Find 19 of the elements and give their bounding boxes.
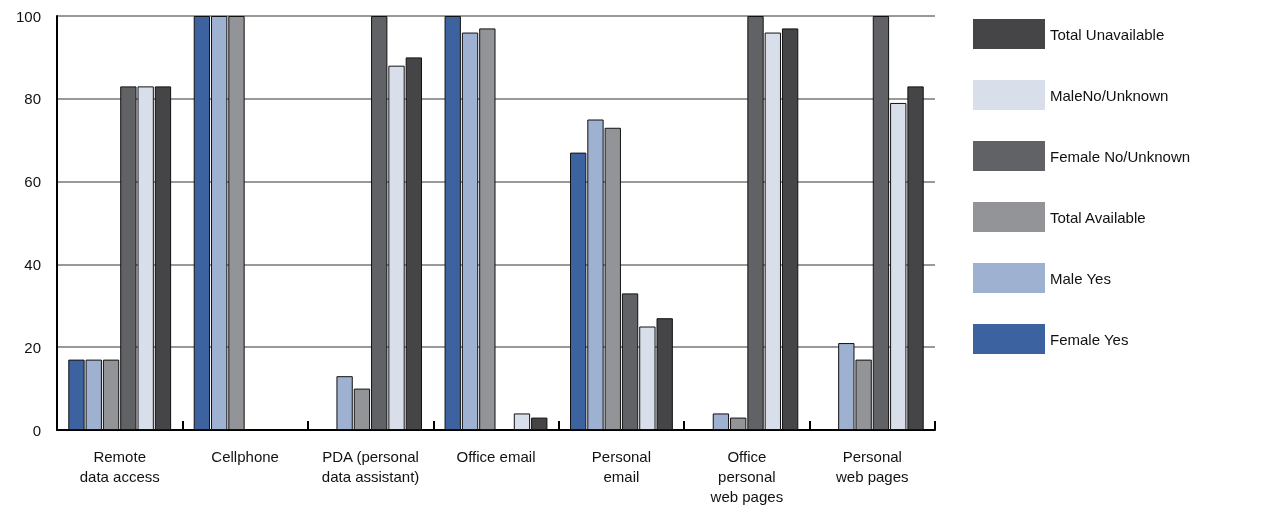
x-tick-label: Personal web pages bbox=[835, 447, 909, 485]
y-tick-label: 0 bbox=[32, 421, 41, 439]
y-tick-label: 80 bbox=[24, 90, 41, 108]
x-tick-label: Office personal web pages bbox=[709, 447, 784, 505]
x-tick-label: PDA (personal data assistant) bbox=[321, 447, 420, 485]
legend-label: Male Yes bbox=[1050, 269, 1111, 287]
x-tick-label: Personal email bbox=[591, 447, 652, 485]
x-tick-label: Remote data access bbox=[79, 447, 160, 485]
y-tick-label: 40 bbox=[24, 255, 41, 273]
legend-label: Female Yes bbox=[1050, 330, 1129, 348]
legend-label: Total Unavailable bbox=[1050, 25, 1165, 43]
y-tick-label: 20 bbox=[24, 338, 41, 356]
x-tick-label: Office email bbox=[456, 447, 536, 465]
legend-label: Female No/Unknown bbox=[1050, 147, 1191, 165]
legend-label: Total Available bbox=[1050, 208, 1146, 226]
y-tick-label: 100 bbox=[15, 7, 41, 25]
x-tick-label: Cellphone bbox=[211, 447, 279, 465]
y-tick-label: 60 bbox=[24, 173, 41, 191]
legend-label: MaleNo/Unknown bbox=[1050, 86, 1169, 104]
